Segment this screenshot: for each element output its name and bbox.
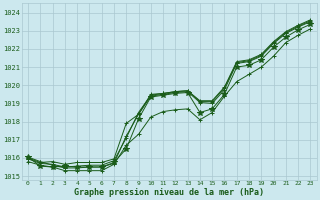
X-axis label: Graphe pression niveau de la mer (hPa): Graphe pression niveau de la mer (hPa): [74, 188, 264, 197]
